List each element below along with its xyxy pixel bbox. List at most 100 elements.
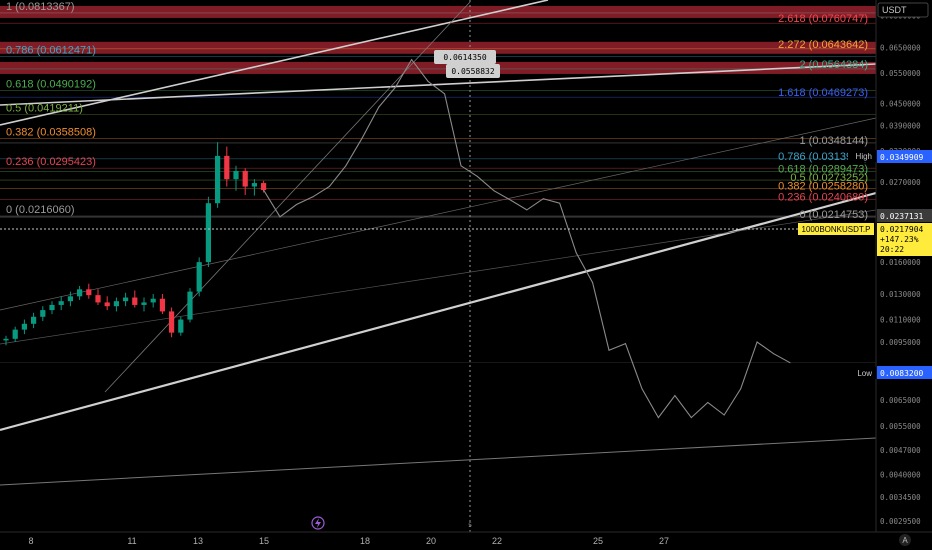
price-tick: 0.0065000 — [880, 396, 921, 405]
support-line — [0, 437, 877, 486]
price-tick: 0.0110000 — [880, 316, 921, 325]
currency-selector[interactable]: USDT — [877, 2, 929, 18]
candle — [113, 297, 119, 312]
right-fib-label-6: 0 (0.0214753) — [800, 209, 869, 221]
price-tick: 0.0550000 — [880, 69, 921, 78]
trend-lines — [0, 0, 877, 486]
high-tag: High 0.0349909 — [848, 150, 932, 163]
line-point — [411, 59, 413, 61]
candle — [169, 307, 175, 338]
left-fib-label-1: 0.786 (0.0612471) — [6, 44, 96, 56]
line-point — [263, 189, 265, 191]
price-tick: 0.0450000 — [880, 100, 921, 109]
ext-fib-label-3: 1.618 (0.0469273) — [778, 87, 868, 99]
line-point — [575, 252, 577, 254]
left-fib-label-2: 0.618 (0.0490192) — [6, 79, 96, 91]
line-point — [641, 388, 643, 390]
fib-zone-1 — [0, 41, 876, 54]
price-tick: 0.0040000 — [880, 471, 921, 480]
candle — [49, 301, 55, 315]
resistance-line — [0, 63, 877, 106]
line-point — [608, 349, 610, 351]
candle — [3, 335, 9, 346]
last-price-value: 0.0217904 — [880, 225, 924, 234]
line-point — [592, 282, 594, 284]
auto-scale-label: A — [902, 536, 908, 545]
line-point — [773, 353, 775, 355]
fib-levels — [0, 12, 876, 363]
candle — [123, 292, 129, 307]
right-fib-label-5: 0.236 (0.0240689) — [778, 192, 868, 204]
line-point — [509, 199, 511, 201]
line-point — [328, 186, 330, 188]
candle — [141, 297, 147, 312]
candle — [40, 306, 46, 321]
line-point — [279, 216, 281, 218]
candle — [150, 293, 156, 308]
last-price-tag: 0.0217904 +147.23% 20:22 — [877, 223, 932, 256]
candle — [242, 168, 248, 195]
right-fib-label-3: 0.5 (0.0273252) — [790, 172, 868, 184]
candle — [67, 291, 73, 307]
price-line — [263, 58, 791, 419]
symbol-tag-text: 1000BONKUSDT.P — [802, 225, 871, 234]
line-point — [657, 417, 659, 419]
price-tick: 0.0390000 — [880, 122, 921, 131]
auto-scale-button[interactable]: A — [899, 534, 911, 546]
price-tick: 0.0130000 — [880, 290, 921, 299]
symbol-tag: 1000BONKUSDT.P — [798, 223, 874, 235]
candle — [21, 319, 27, 335]
time-tick: 25 — [593, 536, 603, 546]
line-point — [789, 362, 791, 364]
price-tick: 0.0270000 — [880, 178, 921, 187]
candle — [12, 326, 18, 343]
time-axis[interactable]: 8 11 13 15 18 20 22 25 27 5 — [0, 523, 932, 550]
fib-zone-0 — [0, 5, 876, 18]
line-point — [476, 175, 478, 177]
line-point — [345, 165, 347, 167]
price-tick: 0.0095000 — [880, 338, 921, 347]
line-point — [526, 209, 528, 211]
time-tick: 15 — [259, 536, 269, 546]
time-tick: 27 — [659, 536, 669, 546]
price-tick: 0.0029500 — [880, 517, 921, 526]
line-point — [460, 165, 462, 167]
left-fib-label-4: 0.382 (0.0358508) — [6, 126, 96, 138]
last-price-change: +147.23% — [880, 235, 919, 244]
candle — [95, 289, 101, 305]
candle — [233, 165, 239, 191]
lightning-icon[interactable] — [311, 516, 325, 530]
low-tag: Low 0.0083200 — [850, 366, 932, 379]
line-point — [723, 414, 725, 416]
ext-fib-label-1: 2.272 (0.0643642) — [778, 39, 868, 51]
currency-label: USDT — [882, 5, 907, 15]
line-point — [756, 341, 758, 343]
candle — [77, 285, 83, 300]
line-point — [361, 137, 363, 139]
fan-line-2 — [0, 117, 877, 311]
high-label: High — [856, 152, 872, 161]
line-point — [444, 93, 446, 95]
callout-high-text: 0.0614350 — [443, 53, 487, 62]
price-tick: 0.0160000 — [880, 258, 921, 267]
price-tick: 0.0034500 — [880, 493, 921, 502]
line-point — [427, 80, 429, 82]
price-tick: 0.0055000 — [880, 422, 921, 431]
candle — [251, 179, 257, 196]
candle — [187, 288, 193, 323]
current-price-value: 0.0237131 — [880, 212, 924, 221]
price-axis[interactable]: 0.08000000.06500000.05500000.04500000.03… — [875, 0, 932, 532]
last-price-timer: 20:22 — [880, 245, 904, 254]
crosshair-time-label: 5 — [468, 523, 472, 529]
candle — [178, 316, 184, 336]
fan-line-3 — [0, 209, 877, 345]
price-tick: 0.0047000 — [880, 446, 921, 455]
right-fib-label-0: 1 (0.0348144) — [800, 135, 869, 147]
time-tick: 13 — [193, 536, 203, 546]
callout-second: 0.0558832 — [446, 64, 500, 78]
time-tick: 11 — [127, 536, 136, 546]
callout-second-text: 0.0558832 — [451, 67, 495, 76]
fib-zone-2 — [0, 61, 876, 74]
line-point — [707, 402, 709, 404]
